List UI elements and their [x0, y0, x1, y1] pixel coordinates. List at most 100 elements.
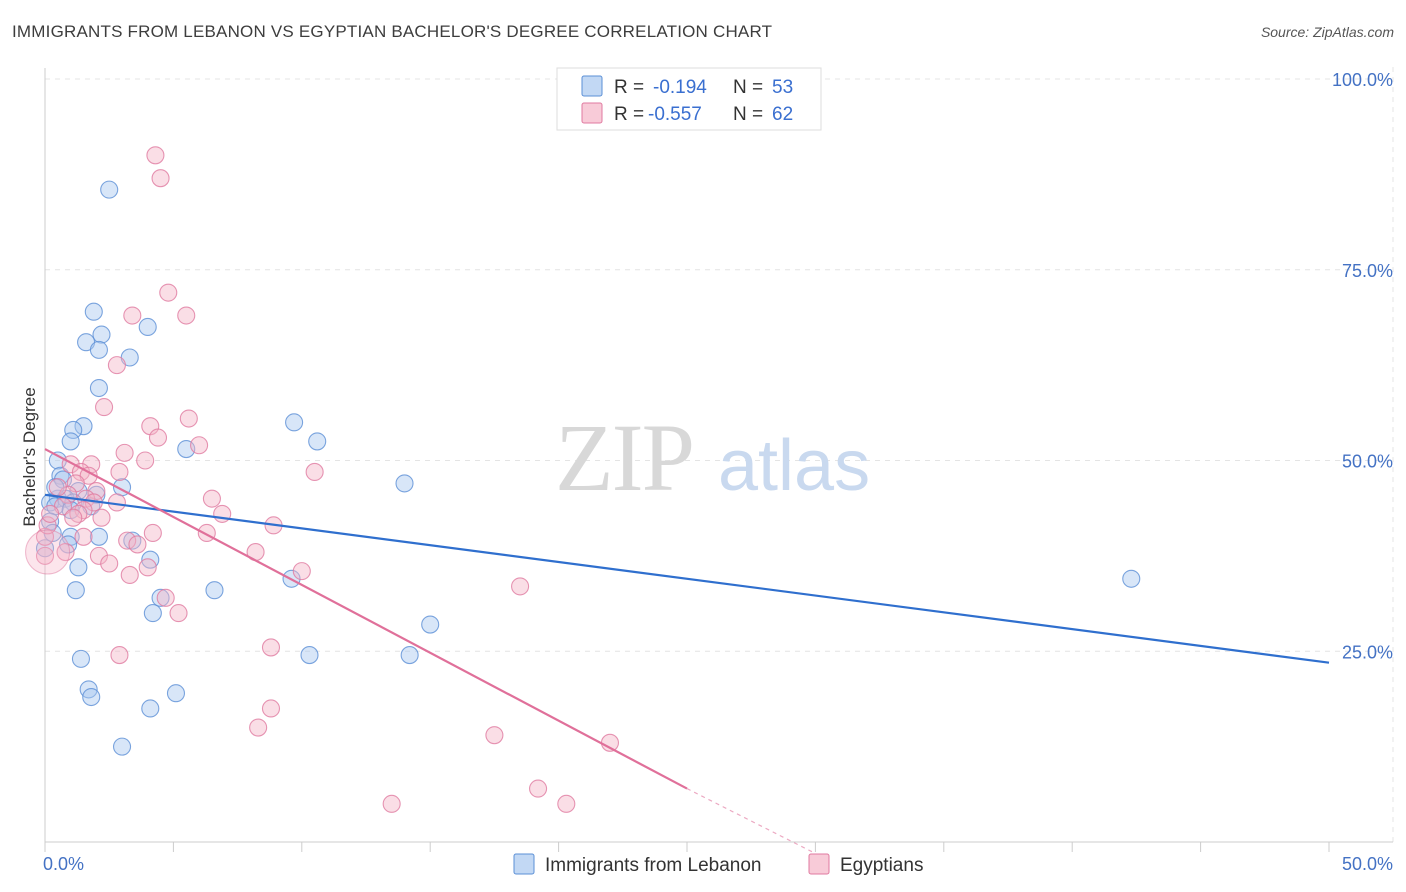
- point-egyptians: [89, 546, 108, 565]
- point-lebanon: [400, 646, 419, 665]
- y-tick-labels: 25.0% 50.0% 75.0% 100.0%: [1332, 70, 1393, 662]
- point-egyptians: [100, 554, 119, 573]
- point-egyptians: [120, 565, 139, 585]
- point-egyptians: [261, 638, 281, 657]
- series-egyptians-points: [25, 146, 620, 813]
- legend-n-label-egyptians: N =: [733, 104, 763, 125]
- point-lebanon: [151, 588, 170, 607]
- point-egyptians: [190, 436, 209, 455]
- legend-r-label-lebanon: R =: [614, 77, 644, 98]
- point-egyptians: [95, 398, 114, 417]
- y-tick-label: 50.0%: [1342, 452, 1393, 472]
- point-lebanon: [92, 325, 111, 344]
- point-egyptians: [123, 306, 142, 325]
- point-egyptians: [115, 443, 134, 462]
- axes: [44, 68, 1393, 852]
- x-tick-labels: 0.0% 50.0%: [43, 854, 1393, 874]
- point-lebanon: [89, 340, 108, 359]
- point-lebanon: [143, 604, 162, 623]
- series-legend-label-egyptians: Egyptians: [840, 855, 923, 876]
- point-lebanon: [74, 417, 93, 436]
- point-lebanon: [138, 317, 157, 337]
- series-legend: Immigrants from Lebanon Egyptians: [513, 853, 923, 876]
- legend-swatch-lebanon: [581, 75, 603, 97]
- legend-n-label-lebanon: N =: [733, 77, 763, 98]
- series-legend-swatch-lebanon: [513, 853, 535, 875]
- point-lebanon: [285, 413, 304, 432]
- point-egyptians: [107, 356, 126, 375]
- point-egyptians: [148, 428, 168, 447]
- point-egyptians: [87, 481, 106, 501]
- point-egyptians: [38, 516, 57, 535]
- watermark-zip: ZIP: [555, 404, 693, 511]
- stats-legend: R = -0.194 N = 53 R = -0.557 N = 62: [556, 67, 822, 131]
- point-egyptians: [110, 646, 129, 665]
- point-egyptians: [169, 604, 188, 623]
- point-egyptians: [292, 562, 311, 581]
- point-egyptians: [35, 546, 55, 565]
- point-lebanon: [300, 646, 319, 665]
- point-egyptians: [74, 527, 93, 546]
- point-egyptians: [177, 306, 196, 325]
- point-egyptians: [35, 527, 55, 546]
- point-lebanon: [395, 474, 414, 493]
- y-tick-label: 75.0%: [1342, 261, 1393, 281]
- trend-line-egyptians-extrapolated: [686, 788, 816, 854]
- point-egyptians: [261, 699, 281, 718]
- point-lebanon: [82, 687, 101, 707]
- grid-lines: [45, 67, 1394, 842]
- point-lebanon: [421, 615, 440, 634]
- point-egyptians: [138, 558, 157, 577]
- trend-line-egyptians: [44, 448, 688, 790]
- chart-title: IMMIGRANTS FROM LEBANON VS EGYPTIAN BACH…: [12, 22, 773, 41]
- point-egyptians: [92, 508, 111, 527]
- y-tick-label: 100.0%: [1332, 70, 1393, 90]
- point-egyptians: [64, 508, 83, 527]
- point-egyptians: [128, 535, 147, 554]
- point-lebanon: [166, 684, 186, 703]
- point-egyptians: [118, 531, 137, 550]
- point-egyptians: [529, 779, 548, 798]
- point-lebanon: [61, 432, 80, 451]
- legend-r-value-lebanon: -0.194: [653, 77, 707, 98]
- point-egyptians: [136, 451, 155, 470]
- point-egyptians: [110, 462, 129, 481]
- y-tick-label: 25.0%: [1342, 642, 1393, 662]
- source-credit: Source: ZipAtlas.com: [1260, 24, 1394, 40]
- point-egyptians: [146, 146, 165, 165]
- point-egyptians: [179, 409, 198, 428]
- series-legend-label-lebanon: Immigrants from Lebanon: [545, 855, 762, 876]
- legend-n-value-egyptians: 62: [772, 104, 793, 125]
- point-egyptians: [202, 489, 221, 508]
- point-egyptians: [382, 794, 401, 813]
- point-lebanon: [205, 581, 224, 600]
- point-egyptians: [485, 726, 504, 745]
- point-egyptians: [249, 718, 268, 737]
- point-lebanon: [141, 699, 160, 718]
- point-egyptians: [151, 169, 170, 188]
- point-lebanon: [71, 649, 91, 668]
- legend-r-value-egyptians: -0.557: [648, 104, 702, 125]
- point-egyptians: [511, 577, 530, 596]
- point-lebanon: [1122, 569, 1141, 588]
- point-lebanon: [89, 527, 108, 546]
- legend-r-label-egyptians: R =: [614, 104, 644, 125]
- point-lebanon: [112, 737, 132, 756]
- point-egyptians: [159, 283, 178, 302]
- x-tick-label: 50.0%: [1342, 854, 1393, 874]
- legend-n-value-lebanon: 53: [772, 77, 793, 98]
- y-axis-label: Bachelor's Degree: [20, 387, 39, 526]
- point-lebanon: [100, 180, 119, 199]
- point-egyptians: [557, 794, 576, 813]
- point-egyptians-cluster: [25, 529, 71, 575]
- point-egyptians: [156, 588, 175, 607]
- x-tick-label: 0.0%: [43, 854, 84, 874]
- series-legend-swatch-egyptians: [808, 853, 830, 875]
- point-lebanon: [66, 581, 85, 600]
- point-lebanon: [308, 432, 327, 451]
- watermark: ZIP atlas: [555, 404, 870, 511]
- legend-swatch-egyptians: [581, 102, 603, 124]
- point-lebanon: [69, 558, 88, 577]
- point-lebanon: [89, 378, 108, 398]
